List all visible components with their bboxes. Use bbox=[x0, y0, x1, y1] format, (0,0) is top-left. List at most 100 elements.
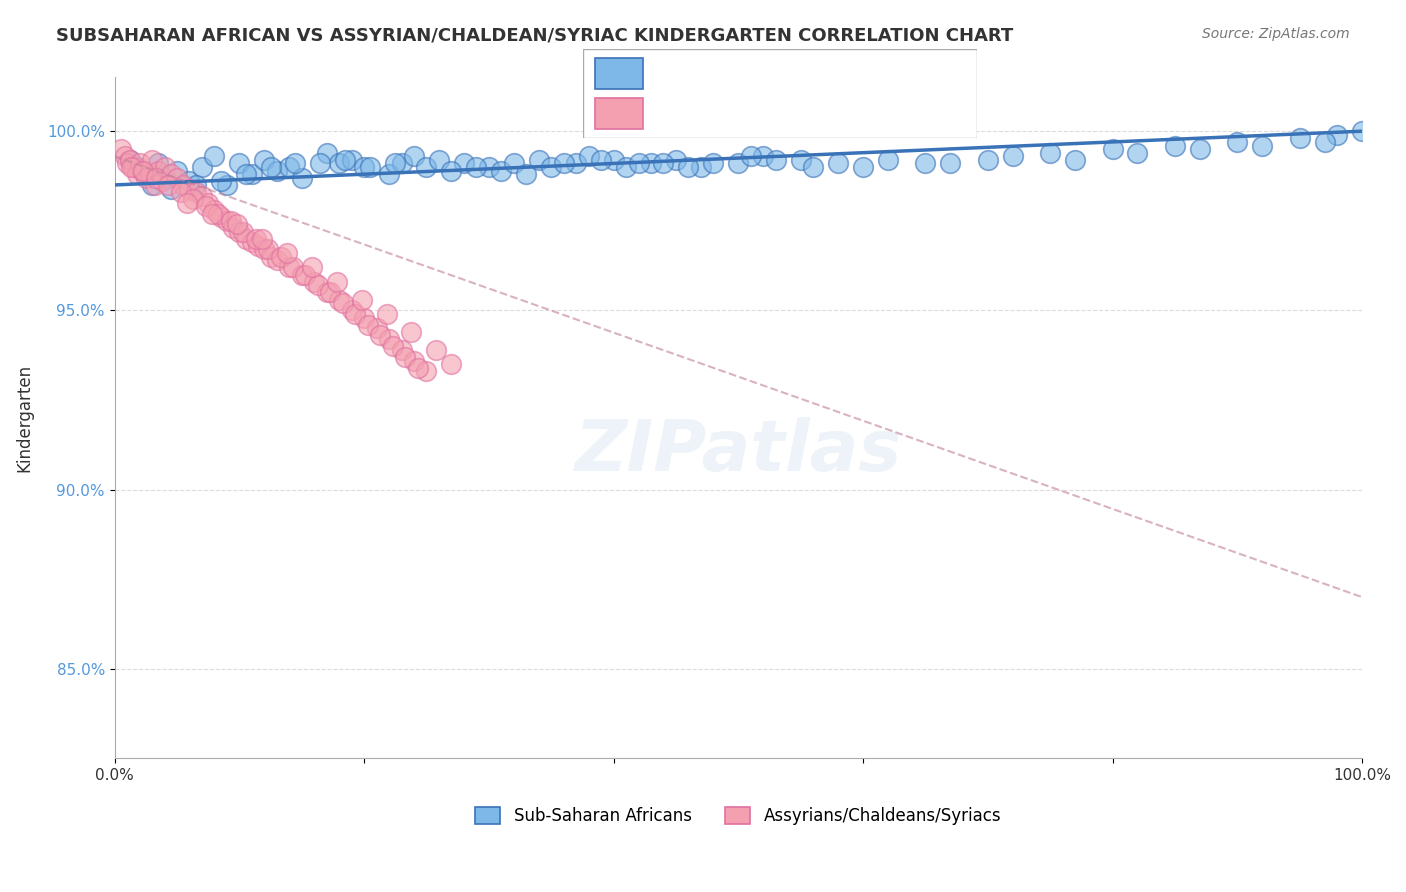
Point bbox=[176, 195, 198, 210]
Point bbox=[240, 235, 263, 250]
Point bbox=[357, 318, 380, 332]
Point bbox=[453, 156, 475, 170]
Point bbox=[689, 160, 711, 174]
Point bbox=[110, 142, 132, 156]
Point bbox=[478, 160, 501, 174]
Point bbox=[131, 163, 153, 178]
Point bbox=[440, 357, 463, 371]
Point bbox=[332, 296, 354, 310]
Point bbox=[877, 153, 900, 167]
Point bbox=[159, 181, 181, 195]
Point bbox=[491, 163, 513, 178]
Point bbox=[125, 167, 148, 181]
Point bbox=[375, 307, 398, 321]
Point bbox=[344, 307, 367, 321]
Point bbox=[115, 156, 138, 170]
Point bbox=[614, 160, 637, 174]
Point bbox=[401, 325, 423, 339]
Y-axis label: Kindergarten: Kindergarten bbox=[15, 364, 32, 472]
Point bbox=[153, 160, 176, 174]
Point bbox=[752, 149, 775, 163]
Point bbox=[145, 170, 167, 185]
Point bbox=[378, 332, 401, 346]
Point bbox=[215, 214, 238, 228]
Point bbox=[1351, 124, 1374, 138]
Point bbox=[148, 163, 170, 178]
Point bbox=[515, 167, 537, 181]
Point bbox=[219, 214, 242, 228]
Point bbox=[266, 163, 288, 178]
Point bbox=[977, 153, 1000, 167]
Point bbox=[328, 293, 350, 307]
Point bbox=[627, 156, 650, 170]
Text: R = -0.298   N = 81: R = -0.298 N = 81 bbox=[654, 104, 846, 122]
Point bbox=[394, 350, 416, 364]
Point bbox=[702, 156, 724, 170]
Point bbox=[402, 353, 425, 368]
Point bbox=[179, 174, 201, 188]
Bar bbox=[595, 98, 643, 129]
Point bbox=[789, 153, 811, 167]
Point bbox=[315, 285, 337, 300]
Point bbox=[143, 178, 166, 192]
Point bbox=[1126, 145, 1149, 160]
Point bbox=[278, 260, 301, 275]
Point bbox=[201, 206, 224, 220]
Point bbox=[1251, 138, 1274, 153]
Point bbox=[135, 167, 157, 181]
Point bbox=[591, 153, 613, 167]
Point bbox=[232, 225, 254, 239]
Point bbox=[228, 225, 250, 239]
Point bbox=[222, 221, 245, 235]
Point bbox=[128, 156, 150, 170]
Point bbox=[148, 156, 170, 170]
Point bbox=[368, 328, 391, 343]
Point bbox=[425, 343, 447, 357]
Point bbox=[1288, 131, 1310, 145]
Point bbox=[527, 153, 550, 167]
Point bbox=[207, 206, 229, 220]
Point bbox=[157, 178, 180, 192]
Point bbox=[291, 170, 314, 185]
Point bbox=[765, 153, 787, 167]
Point bbox=[276, 246, 298, 260]
Text: Source: ZipAtlas.com: Source: ZipAtlas.com bbox=[1202, 27, 1350, 41]
Point bbox=[253, 153, 276, 167]
Point bbox=[209, 174, 232, 188]
Point bbox=[291, 268, 314, 282]
Point bbox=[159, 167, 181, 181]
Point bbox=[209, 210, 232, 224]
Point bbox=[665, 153, 688, 167]
Point bbox=[391, 343, 413, 357]
Point bbox=[353, 160, 375, 174]
Point bbox=[132, 163, 155, 178]
Point bbox=[141, 153, 163, 167]
Point bbox=[1039, 145, 1062, 160]
Point bbox=[259, 160, 281, 174]
Point bbox=[253, 243, 276, 257]
Point bbox=[1313, 135, 1336, 149]
Point bbox=[228, 156, 250, 170]
Point bbox=[240, 167, 263, 181]
Point bbox=[181, 192, 204, 206]
Point bbox=[640, 156, 662, 170]
Point bbox=[1326, 128, 1348, 142]
Point bbox=[270, 250, 292, 264]
Point bbox=[302, 275, 325, 289]
Point bbox=[381, 339, 404, 353]
Point bbox=[553, 156, 575, 170]
Point bbox=[225, 218, 247, 232]
Point bbox=[727, 156, 749, 170]
Point bbox=[202, 149, 225, 163]
Point bbox=[740, 149, 762, 163]
Point bbox=[1064, 153, 1087, 167]
Point bbox=[284, 156, 307, 170]
Point bbox=[170, 185, 193, 199]
Point bbox=[281, 260, 304, 275]
Point bbox=[250, 232, 273, 246]
Point bbox=[391, 156, 413, 170]
Point bbox=[502, 156, 524, 170]
Point bbox=[153, 170, 176, 185]
Point bbox=[340, 303, 363, 318]
Point bbox=[257, 243, 280, 257]
